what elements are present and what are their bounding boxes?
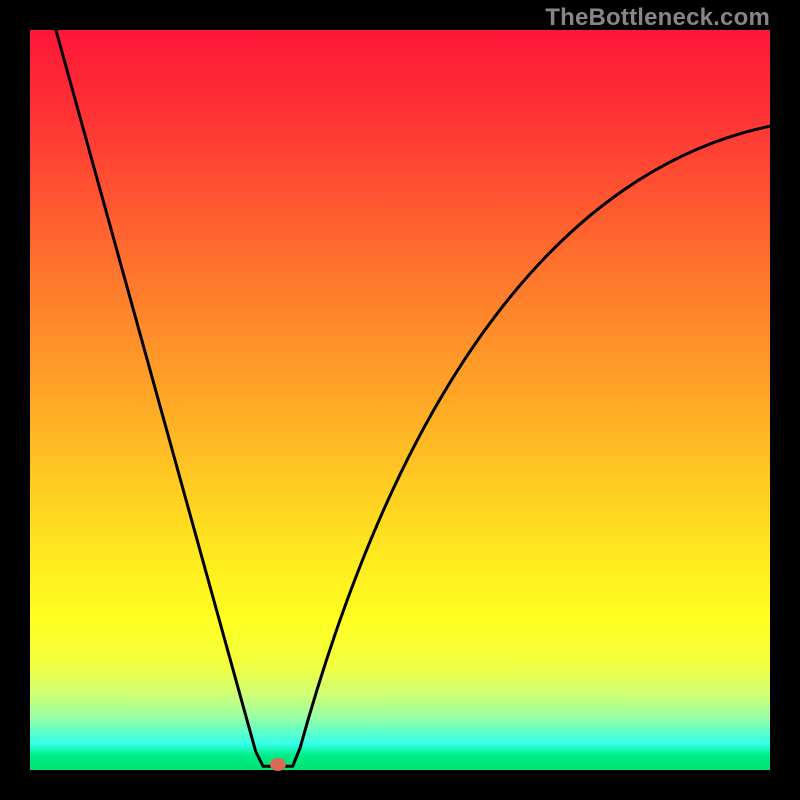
plot-area (30, 30, 770, 770)
curve-path (56, 30, 770, 766)
bottleneck-curve (30, 30, 770, 770)
watermark-text: TheBottleneck.com (545, 4, 770, 32)
chart-frame: TheBottleneck.com (0, 0, 800, 800)
